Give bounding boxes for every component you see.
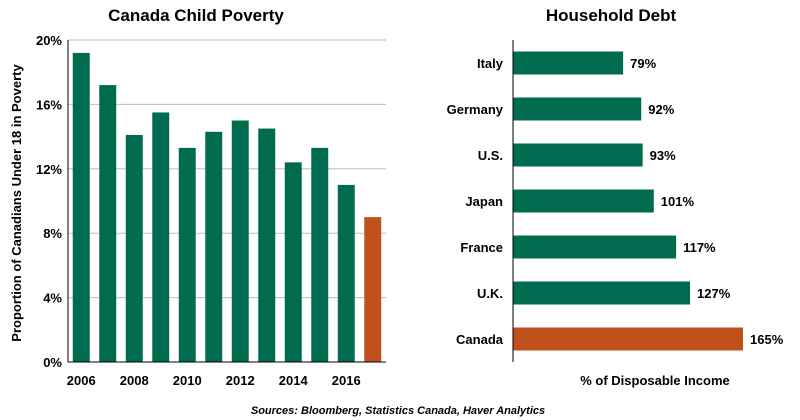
y-tick-label: 20%: [36, 33, 62, 48]
data-label: 117%: [683, 240, 716, 255]
bar-2011: [205, 131, 223, 362]
data-label: 79%: [630, 56, 656, 71]
x-axis-label: % of Disposable Income: [580, 373, 730, 388]
y-tick-labels: 0% 4% 8% 12% 16% 20%: [36, 33, 62, 370]
bar-2007: [99, 85, 117, 362]
bars: [72, 52, 382, 362]
bar-canada: [513, 327, 743, 351]
category-label: U.K.: [477, 286, 503, 301]
bar-2008: [125, 134, 143, 362]
chart-title-household-debt: Household Debt: [546, 6, 677, 25]
data-label: 127%: [697, 286, 731, 301]
category-label: Canada: [456, 332, 504, 347]
bar-us: [513, 143, 643, 167]
category-label: France: [460, 240, 503, 255]
x-tick-label: 2012: [226, 373, 255, 388]
bars: [513, 51, 743, 351]
x-tick-label: 2006: [67, 373, 96, 388]
y-tick-label: 0%: [43, 355, 62, 370]
y-axis-label: Proportion of Canadians Under 18 in Pove…: [9, 64, 24, 342]
y-tick-label: 12%: [36, 162, 62, 177]
category-labels: Italy Germany U.S. Japan France U.K. Canada: [447, 56, 504, 347]
bar-germany: [513, 97, 642, 121]
x-tick-label: 2016: [332, 373, 361, 388]
bar-2006: [72, 52, 90, 362]
x-tick-label: 2010: [173, 373, 202, 388]
data-label: 93%: [650, 148, 676, 163]
data-label: 92%: [648, 102, 674, 117]
source-note: Sources: Bloomberg, Statistics Canada, H…: [251, 405, 545, 417]
x-tick-label: 2014: [279, 373, 309, 388]
category-label: Italy: [477, 56, 504, 71]
bar-japan: [513, 189, 654, 213]
y-tick-label: 8%: [43, 226, 62, 241]
category-label: Germany: [447, 102, 504, 117]
category-label: Japan: [465, 194, 503, 209]
gridlines: [68, 39, 386, 299]
category-label: U.S.: [478, 148, 503, 163]
household-debt-chart: Household Debt Italy Germany U.S. Japan Fran…: [447, 6, 784, 388]
bar-2009: [152, 112, 170, 362]
bar-2012: [231, 120, 249, 362]
bar-uk: [513, 281, 691, 305]
bar-2013: [258, 128, 276, 362]
x-tick-label: 2008: [120, 373, 149, 388]
bar-2010: [178, 147, 196, 362]
bar-italy: [513, 51, 624, 75]
data-label: 101%: [661, 194, 695, 209]
bar-2016: [337, 184, 355, 362]
data-label: 165%: [750, 332, 784, 347]
y-tick-label: 16%: [36, 97, 62, 112]
y-tick-label: 4%: [43, 291, 62, 306]
data-labels: 79% 92% 93% 101% 117% 127% 165%: [630, 56, 784, 347]
child-poverty-chart: Canada Child Poverty Proportion of Canad…: [9, 6, 386, 388]
x-tick-labels: 2006 2008 2010 2012 2014 2016: [67, 373, 361, 388]
bar-france: [513, 235, 677, 259]
bar-2014: [284, 162, 302, 362]
bar-2017: [364, 217, 382, 362]
chart-title-child-poverty: Canada Child Poverty: [108, 6, 284, 25]
bar-2015: [311, 147, 329, 362]
